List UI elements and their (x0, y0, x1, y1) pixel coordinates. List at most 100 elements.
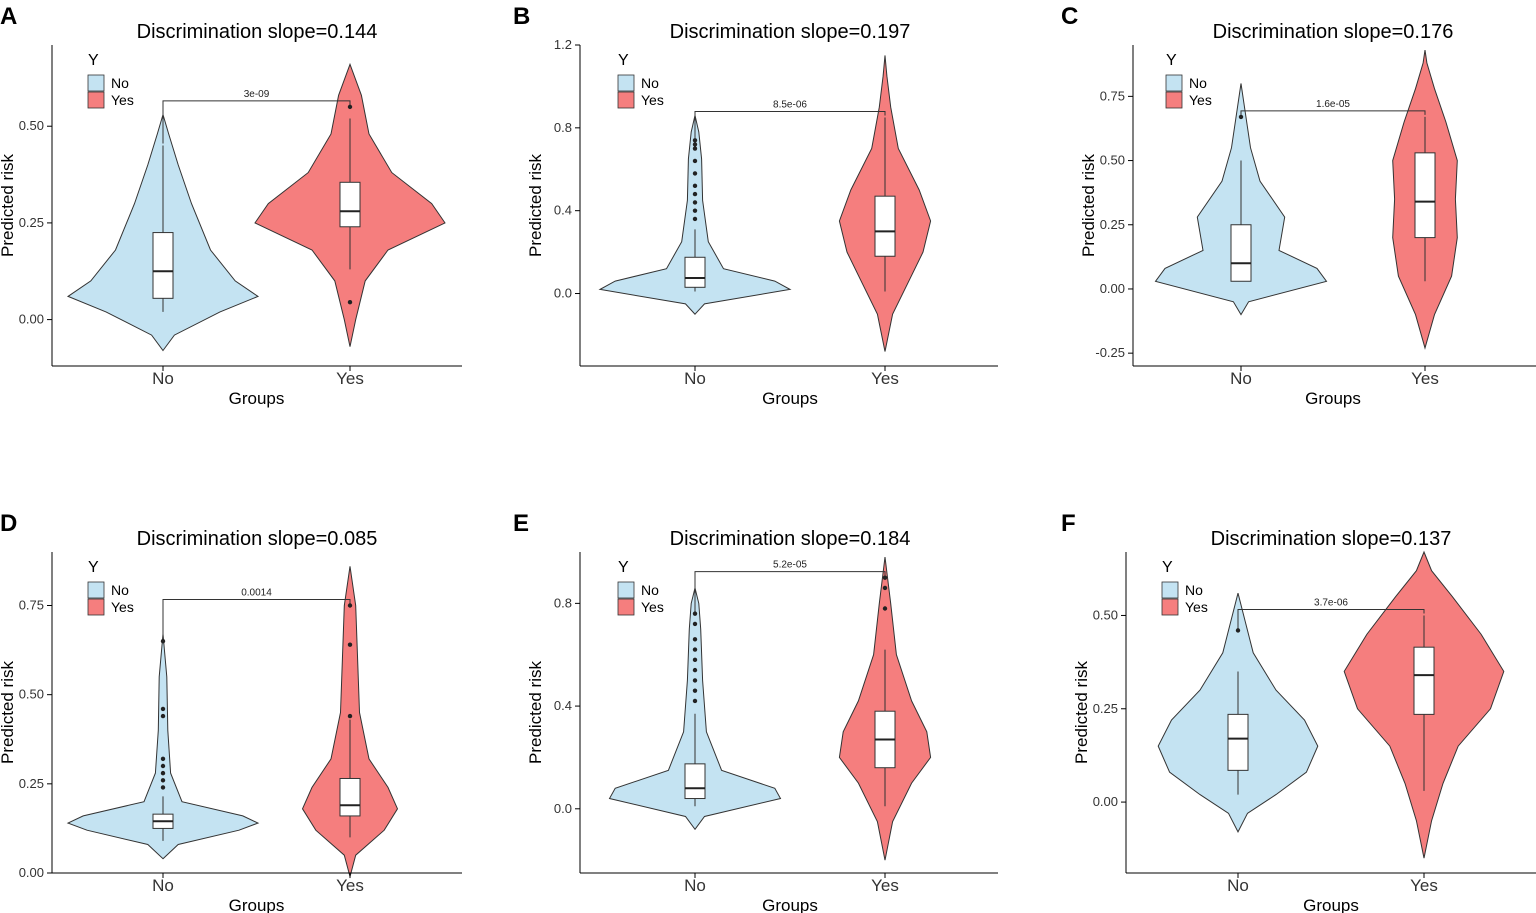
outlier-point (347, 104, 353, 110)
y-tick-label: 0.0 (554, 286, 572, 301)
chart-title: Discrimination slope=0.144 (137, 21, 378, 43)
legend-swatch-yes (617, 598, 635, 616)
x-tick-label: Yes (871, 369, 899, 388)
panel-label: C (1061, 3, 1078, 30)
y-tick-label: 0.00 (19, 312, 44, 327)
legend-label-no: No (641, 582, 659, 598)
legend-swatch-no (87, 581, 105, 599)
box-no (1227, 713, 1249, 771)
outlier-point (160, 756, 166, 762)
box-no (152, 232, 174, 299)
outlier-point (692, 657, 698, 663)
y-tick-label: 0.8 (554, 120, 572, 135)
outlier-point (882, 575, 888, 580)
box-yes (339, 181, 361, 228)
x-axis-title: Groups (762, 389, 818, 408)
outlier-point (692, 200, 698, 205)
outlier-point (1238, 114, 1244, 120)
outlier-point (160, 713, 166, 719)
x-axis-title: Groups (762, 896, 818, 913)
y-tick-label: 0.50 (1100, 153, 1125, 168)
legend-title: Y (1162, 559, 1173, 576)
outlier-point (692, 667, 698, 673)
x-tick-label: No (684, 369, 706, 388)
legend-swatch-no (87, 74, 105, 92)
x-tick-label: No (1227, 876, 1249, 895)
outlier-point (347, 299, 353, 305)
y-tick-label: 0.50 (1093, 607, 1118, 622)
legend-label-yes: Yes (111, 92, 134, 108)
x-tick-label: Yes (1410, 876, 1438, 895)
p-value-label: 8.5e-06 (773, 99, 807, 110)
chart-title: Discrimination slope=0.176 (1213, 21, 1454, 43)
p-value-label: 3e-09 (244, 89, 270, 100)
outlier-point (692, 208, 698, 213)
outlier-point (692, 611, 698, 616)
y-tick-label: 0.75 (1100, 88, 1125, 103)
x-tick-label: No (684, 876, 706, 895)
legend-title: Y (618, 559, 629, 576)
y-tick-label: 0.00 (1100, 281, 1125, 296)
y-axis-title: Predicted risk (526, 154, 545, 257)
x-axis-title: Groups (229, 896, 285, 913)
y-tick-label: 0.50 (19, 687, 44, 702)
panel-label: E (513, 510, 529, 537)
box-no (684, 763, 706, 800)
x-tick-label: No (152, 876, 174, 895)
y-axis-title: Predicted risk (1072, 661, 1091, 764)
outlier-point (1235, 628, 1241, 633)
legend-label-no: No (1189, 75, 1207, 91)
y-tick-label: 0.50 (19, 118, 44, 133)
x-tick-label: Yes (1411, 369, 1439, 388)
legend-label-yes: Yes (111, 599, 134, 615)
outlier-point (160, 778, 166, 783)
legend-swatch-yes (1165, 91, 1183, 109)
panel-label: F (1061, 510, 1076, 537)
significance-bracket (694, 571, 886, 612)
outlier-point (692, 158, 698, 164)
panel-b: B Discrimination slope=0.197 0.0 0.4 0.8 1.2 P… (513, 3, 998, 408)
box-yes (1414, 152, 1436, 239)
outlier-point (347, 642, 353, 647)
outlier-point (160, 763, 166, 769)
panel-f: F Discrimination slope=0.137 0.00 0.25 0.50 P… (1061, 510, 1536, 913)
outlier-point (692, 647, 698, 652)
outlier-point (692, 637, 698, 642)
chart-title: Discrimination slope=0.184 (670, 528, 911, 550)
y-tick-label: 0.25 (19, 776, 44, 791)
y-axis-title: Predicted risk (526, 661, 545, 764)
box-yes (339, 777, 361, 817)
x-tick-label: No (1230, 369, 1252, 388)
y-tick-label: -0.25 (1095, 345, 1125, 360)
y-tick-label: 0.75 (19, 598, 44, 613)
y-tick-label: 1.2 (554, 37, 572, 52)
outlier-point (692, 138, 698, 143)
legend-swatch-no (617, 581, 635, 599)
y-axis-title: Predicted risk (0, 661, 17, 764)
y-axis-title: Predicted risk (0, 154, 17, 257)
y-tick-label: 0.00 (1093, 794, 1118, 809)
outlier-point (692, 142, 698, 147)
y-tick-label: 0.0 (554, 801, 572, 816)
box-yes (1413, 646, 1435, 715)
x-tick-label: Yes (336, 369, 364, 388)
panel-label: A (0, 3, 17, 30)
outlier-point (692, 171, 698, 176)
box-yes (874, 195, 896, 257)
legend-title: Y (1166, 52, 1177, 69)
panel-e: E Discrimination slope=0.184 0.0 0.4 0.8 Pred… (513, 510, 998, 913)
outlier-point (692, 183, 698, 189)
outlier-point (347, 713, 353, 719)
significance-bracket (1240, 110, 1426, 115)
legend-title: Y (88, 559, 99, 576)
legend-label-no: No (111, 582, 129, 598)
p-value-label: 5.2e-05 (773, 560, 807, 571)
x-tick-label: Yes (336, 876, 364, 895)
outlier-point (692, 146, 698, 151)
y-tick-label: 0.25 (1093, 701, 1118, 716)
